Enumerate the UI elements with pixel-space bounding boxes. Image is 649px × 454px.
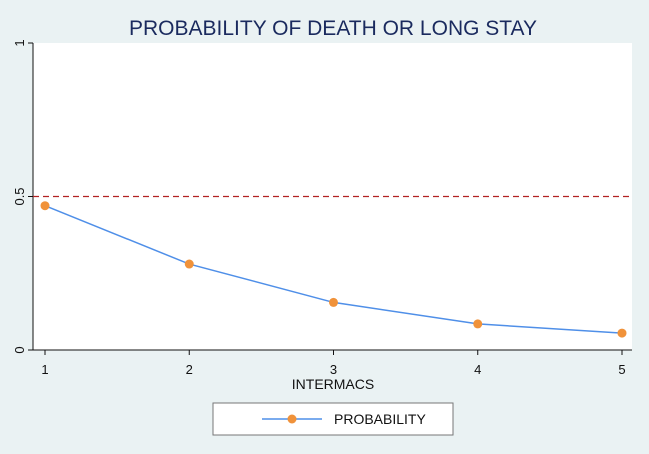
- y-tick-label: 0.5: [12, 187, 27, 205]
- x-tick-label: 5: [618, 362, 625, 377]
- chart-title: PROBABILITY OF DEATH OR LONG STAY: [129, 17, 537, 40]
- y-tick-label: 1: [12, 39, 27, 46]
- legend-marker: [287, 414, 297, 424]
- data-point: [329, 297, 338, 307]
- x-axis: 1 2 3 4 5: [33, 349, 632, 377]
- x-axis-label: INTERMACS: [292, 376, 374, 392]
- y-axis: 00.51: [12, 39, 34, 354]
- data-point: [617, 328, 627, 338]
- y-tick-label: 0: [12, 346, 27, 353]
- data-point: [40, 201, 50, 211]
- x-tick-label: 3: [330, 362, 337, 377]
- x-tick-label: 1: [41, 362, 48, 377]
- x-tick-label: 4: [474, 362, 481, 377]
- legend-box: [212, 402, 454, 436]
- data-point: [473, 319, 483, 329]
- data-point: [184, 259, 194, 269]
- legend-label: PROBABILITY: [334, 411, 426, 427]
- x-tick-label: 2: [186, 362, 193, 377]
- legend: PROBABILITY: [212, 402, 454, 436]
- series-group: [40, 201, 627, 338]
